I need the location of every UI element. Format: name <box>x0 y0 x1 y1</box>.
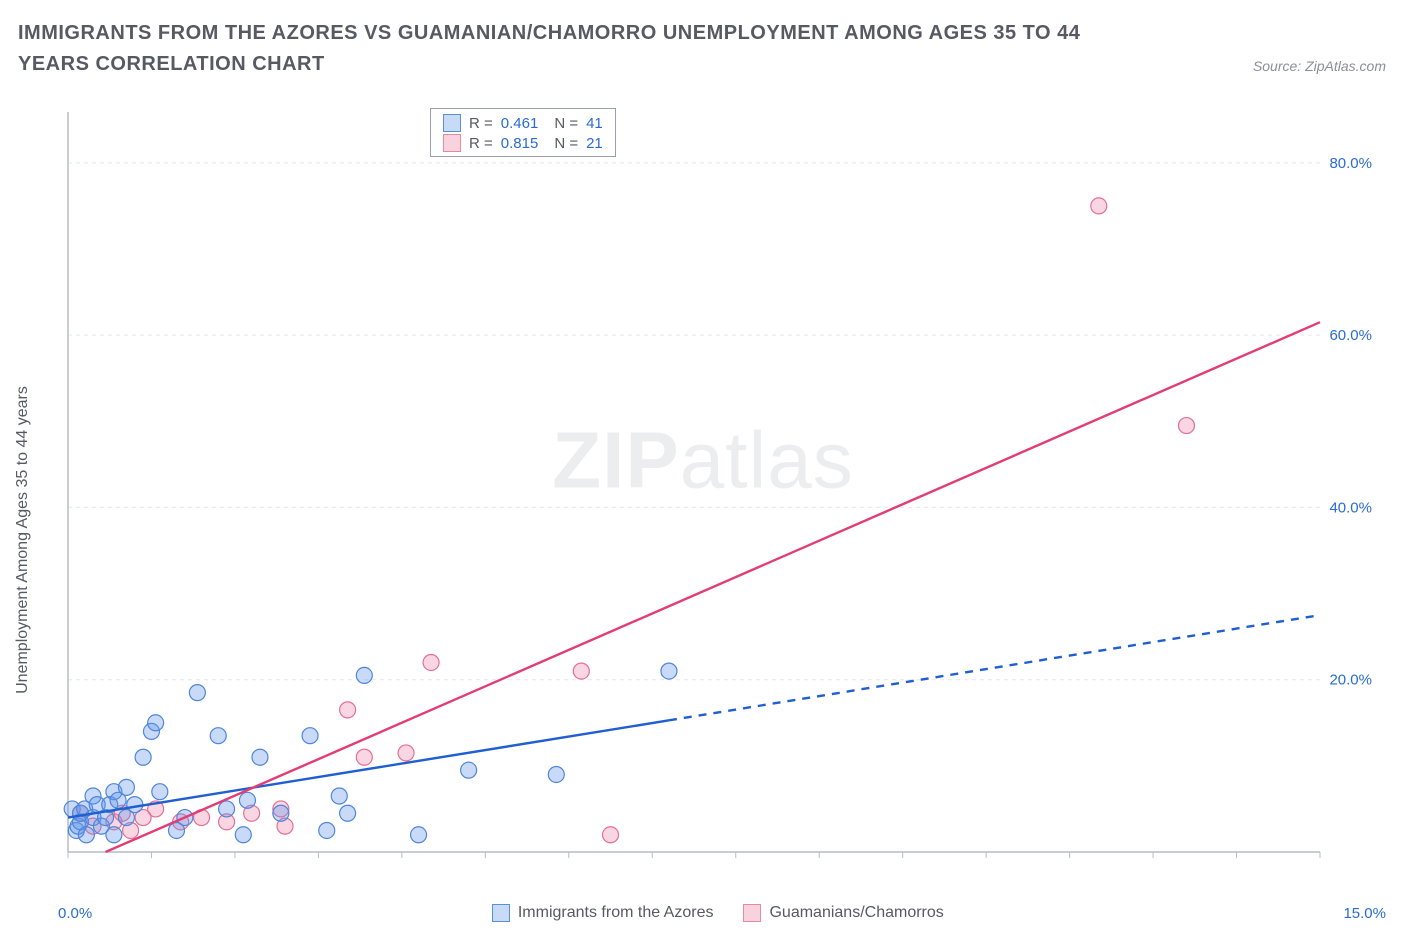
source-label: Source: ZipAtlas.com <box>1253 58 1386 74</box>
x-axis-min: 0.0% <box>58 905 92 922</box>
series-legend: Immigrants from the Azores Guamanians/Ch… <box>492 904 944 922</box>
stats-r-chamorro: 0.815 <box>501 135 539 152</box>
y-axis-label: Unemployment Among Ages 35 to 44 years <box>14 280 32 800</box>
svg-text:80.0%: 80.0% <box>1329 155 1372 172</box>
svg-text:40.0%: 40.0% <box>1329 499 1372 516</box>
stats-n-label: N = <box>554 135 578 152</box>
stats-legend: R = 0.461 N = 41 R = 0.815 N = 21 <box>430 108 616 157</box>
x-axis-max: 15.0% <box>1343 905 1386 922</box>
svg-text:60.0%: 60.0% <box>1329 327 1372 344</box>
legend-item-chamorro: Guamanians/Chamorros <box>743 904 943 922</box>
legend-item-azores: Immigrants from the Azores <box>492 904 714 922</box>
stats-r-azores: 0.461 <box>501 115 539 132</box>
stats-r-label: R = <box>469 115 493 132</box>
stats-n-chamorro: 21 <box>586 135 603 152</box>
svg-text:20.0%: 20.0% <box>1329 672 1372 689</box>
stats-n-azores: 41 <box>586 115 603 132</box>
stats-row-azores: R = 0.461 N = 41 <box>441 113 605 133</box>
scatter-plot: 20.0% 40.0% 60.0% 80.0% <box>62 106 1378 880</box>
legend-label-chamorro: Guamanians/Chamorros <box>769 904 943 922</box>
swatch-azores-icon <box>492 904 510 922</box>
bottom-bar: 0.0% Immigrants from the Azores Guamania… <box>58 904 1386 922</box>
chart-title: IMMIGRANTS FROM THE AZORES VS GUAMANIAN/… <box>18 18 1146 80</box>
stats-n-label: N = <box>554 115 578 132</box>
stats-r-label: R = <box>469 135 493 152</box>
legend-label-azores: Immigrants from the Azores <box>518 904 714 922</box>
swatch-chamorro-icon <box>443 134 461 152</box>
swatch-azores-icon <box>443 114 461 132</box>
stats-row-chamorro: R = 0.815 N = 21 <box>441 133 605 153</box>
swatch-chamorro-icon <box>743 904 761 922</box>
